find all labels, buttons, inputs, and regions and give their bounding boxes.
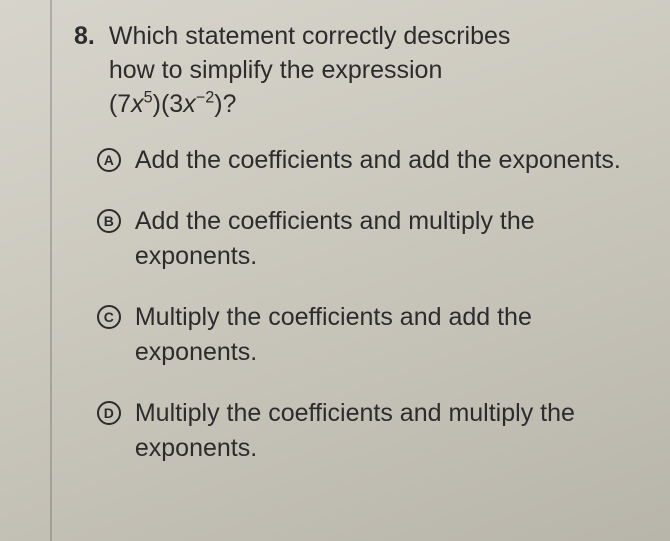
choices-list: A Add the coefficients and add the expon…: [97, 143, 640, 466]
page-background: 8. Which statement correctly describes h…: [0, 0, 670, 541]
choice-d-text: Multiply the coefficients and multiply t…: [135, 396, 640, 466]
question-block: 8. Which statement correctly describes h…: [60, 20, 640, 466]
question-number: 8.: [74, 20, 95, 54]
choice-d[interactable]: D Multiply the coefficients and multiply…: [97, 396, 640, 466]
choice-b-text: Add the coefficients and multiply the ex…: [135, 204, 640, 274]
expression: (7x5)(3x−2)?: [109, 90, 237, 118]
expr-exp2: −2: [196, 88, 215, 106]
stem-line-1: Which statement correctly describes: [109, 22, 511, 50]
expr-var2: x: [183, 90, 196, 118]
choice-a-text: Add the coefficients and add the exponen…: [135, 143, 621, 178]
stem-line-2: how to simplify the expression: [109, 56, 442, 84]
expr-exp1: 5: [144, 88, 153, 106]
expr-open1: (7: [109, 90, 131, 118]
question-stem: Which statement correctly describes how …: [109, 20, 640, 121]
choice-b-badge: B: [97, 209, 121, 233]
choice-d-badge: D: [97, 401, 121, 425]
expr-close2: )?: [214, 90, 236, 118]
choice-a-badge: A: [97, 148, 121, 172]
expr-var1: x: [131, 90, 144, 118]
choice-c-badge: C: [97, 305, 121, 329]
question-body: Which statement correctly describes how …: [109, 20, 640, 466]
expr-close1: )(3: [153, 90, 184, 118]
choice-a[interactable]: A Add the coefficients and add the expon…: [97, 143, 640, 178]
choice-b[interactable]: B Add the coefficients and multiply the …: [97, 204, 640, 274]
vertical-rule: [50, 0, 52, 541]
choice-c[interactable]: C Multiply the coefficients and add the …: [97, 300, 640, 370]
choice-c-text: Multiply the coefficients and add the ex…: [135, 300, 640, 370]
